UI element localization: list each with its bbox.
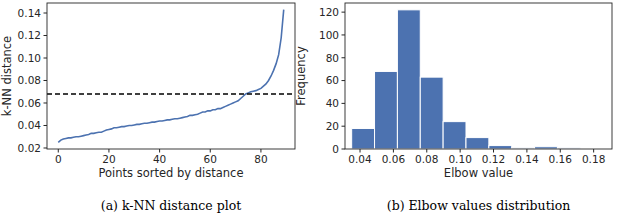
x-tick-label: 0.06 [382, 153, 406, 165]
y-tick [44, 35, 48, 36]
y-tick [44, 147, 48, 148]
x-tick [460, 149, 461, 153]
figure: 0 20 40 60 80 0.02 0.04 0.06 0.08 0.10 0.12 0.14 Poi… [0, 0, 624, 218]
x-tick [159, 149, 160, 153]
y-axis-label: Frequency [294, 46, 308, 106]
y-tick-label: 0.06 [18, 97, 42, 109]
x-tick-label: 0.14 [515, 153, 539, 165]
y-tick-label: 120 [319, 6, 339, 18]
y-tick [44, 58, 48, 59]
x-tick [493, 149, 494, 153]
x-tick [393, 149, 394, 153]
x-tick [593, 149, 594, 153]
axes-frame [47, 3, 295, 149]
x-tick-label: 0.18 [582, 153, 605, 165]
y-tick [44, 80, 48, 81]
y-tick [342, 80, 346, 81]
y-tick [342, 103, 346, 104]
caption: (b) Elbow values distribution [387, 198, 570, 213]
x-tick [526, 149, 527, 153]
x-tick-label: 0.16 [549, 153, 573, 165]
y-tick [44, 125, 48, 126]
x-tick-label: 0.04 [348, 153, 372, 165]
x-tick [210, 149, 211, 153]
y-tick-label: 100 [319, 29, 339, 41]
y-tick [342, 126, 346, 127]
histogram-bar [489, 146, 512, 149]
data-line [58, 10, 283, 143]
histogram-bar [466, 138, 489, 149]
y-tick-label: 0.04 [18, 119, 42, 131]
x-tick-label: 80 [254, 153, 267, 165]
plot-area [47, 10, 295, 143]
x-tick-label: 0.08 [415, 153, 438, 165]
x-tick [260, 149, 261, 153]
y-tick-label: 60 [326, 74, 339, 86]
x-tick-label: 20 [102, 153, 115, 165]
caption: (a) k-NN distance plot [101, 198, 241, 213]
x-axis-label: Points sorted by distance [99, 166, 244, 180]
x-tick [560, 149, 561, 153]
histogram-bar [352, 128, 375, 149]
histogram-bar [375, 71, 398, 149]
y-tick [342, 34, 346, 35]
histogram-bar [420, 77, 443, 149]
y-tick [342, 57, 346, 58]
y-tick-label: 0 [332, 143, 339, 155]
y-tick [44, 13, 48, 14]
y-tick-label: 0.14 [18, 7, 42, 19]
y-tick-label: 0.02 [18, 142, 41, 154]
y-tick-label: 0.12 [18, 29, 41, 41]
y-tick [342, 12, 346, 13]
y-tick [44, 102, 48, 103]
y-tick-label: 20 [326, 120, 339, 132]
plot-area [352, 10, 581, 149]
y-tick-label: 40 [326, 97, 339, 109]
panel-0: 0 20 40 60 80 0.02 0.04 0.06 0.08 0.10 0.12 0.14 Poi… [0, 3, 295, 213]
histogram-bar [443, 122, 466, 149]
histogram-bar [397, 10, 420, 149]
y-tick [342, 149, 346, 150]
x-tick-label: 0.12 [482, 153, 505, 165]
x-tick [58, 149, 59, 153]
y-tick-label: 0.08 [18, 74, 41, 86]
panel-1: 0.04 0.06 0.08 0.10 0.12 0.14 0.16 0.18 0 20 40 60 8… [294, 3, 612, 213]
x-tick-label: 40 [153, 153, 166, 165]
x-axis-label: Elbow value [444, 166, 513, 180]
y-axis-label: k-NN distance [0, 36, 14, 116]
axes-frame [345, 3, 612, 149]
y-tick-label: 80 [326, 52, 339, 64]
reference-line [47, 93, 295, 94]
x-tick [426, 149, 427, 153]
y-tick-label: 0.10 [18, 52, 41, 64]
x-tick [108, 149, 109, 153]
x-tick-label: 0 [55, 153, 62, 165]
x-tick [360, 149, 361, 153]
x-tick-label: 60 [204, 153, 217, 165]
x-tick-label: 0.10 [448, 153, 471, 165]
